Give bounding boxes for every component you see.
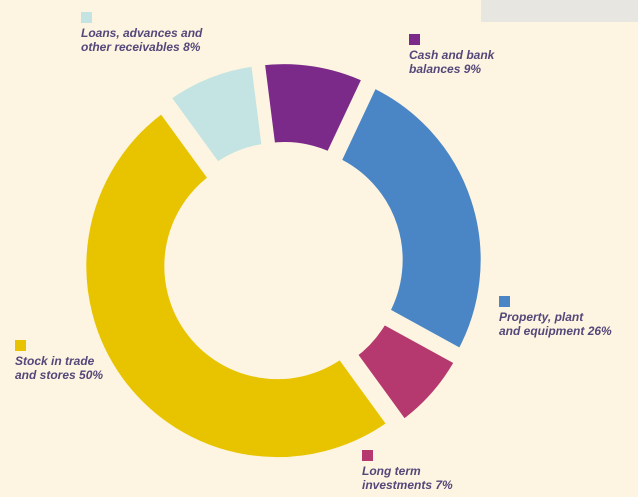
legend-swatch xyxy=(499,296,510,307)
value-label: 26% xyxy=(587,324,612,338)
value-label: 8% xyxy=(183,40,201,54)
category-name: Loans, advances and other receivables xyxy=(81,26,203,54)
donut-segment xyxy=(344,311,467,433)
value-label: 9% xyxy=(463,62,482,76)
segment-label: Cash and bank balances 9% xyxy=(409,48,494,76)
donut-segment xyxy=(328,75,491,362)
value-label: 50% xyxy=(79,368,104,382)
value-label: 7% xyxy=(435,478,453,492)
segment-label: Long term investments 7% xyxy=(362,464,453,492)
donut-segment xyxy=(76,100,400,468)
category-name: Long term investments xyxy=(362,464,433,492)
segment-label: Property, plant and equipment 26% xyxy=(499,310,612,338)
header-box xyxy=(481,0,638,22)
donut-segment xyxy=(253,54,375,165)
category-name: Stock in trade and stores xyxy=(15,354,95,382)
legend-swatch xyxy=(362,450,373,461)
category-name: Cash and bank balances xyxy=(409,48,495,76)
legend-swatch xyxy=(15,340,26,351)
legend-swatch xyxy=(409,34,420,45)
segment-label: Loans, advances and other receivables 8% xyxy=(81,26,202,54)
category-name: Property, plant and equipment xyxy=(499,310,585,338)
segment-label: Stock in trade and stores 50% xyxy=(15,354,103,382)
legend-swatch xyxy=(81,12,92,23)
